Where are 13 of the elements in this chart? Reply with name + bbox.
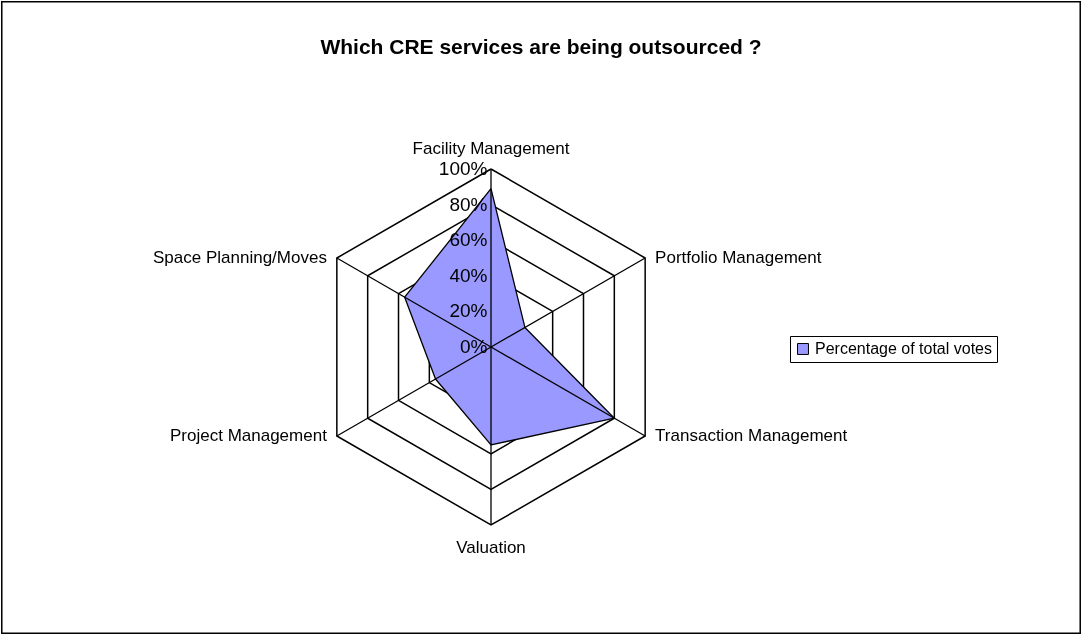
y-tick-label: 60% xyxy=(449,229,488,251)
spoke-label: Facility Management xyxy=(412,139,570,159)
chart-title: Which CRE services are being outsourced ? xyxy=(320,35,762,58)
spoke-label: Space Planning/Moves xyxy=(152,248,327,267)
legend-label: Percentage of total votes xyxy=(815,340,992,357)
spoke-label: Portfolio Management xyxy=(655,248,822,267)
y-tick-label: 40% xyxy=(449,264,488,286)
y-tick-label: 20% xyxy=(449,300,488,322)
y-tick-label: 100% xyxy=(438,158,488,179)
spoke-label: Transaction Management xyxy=(655,426,848,445)
spoke-label: Project Management xyxy=(170,426,328,445)
spoke-label: Valuation xyxy=(456,538,526,558)
y-tick-label: 0% xyxy=(459,336,488,357)
